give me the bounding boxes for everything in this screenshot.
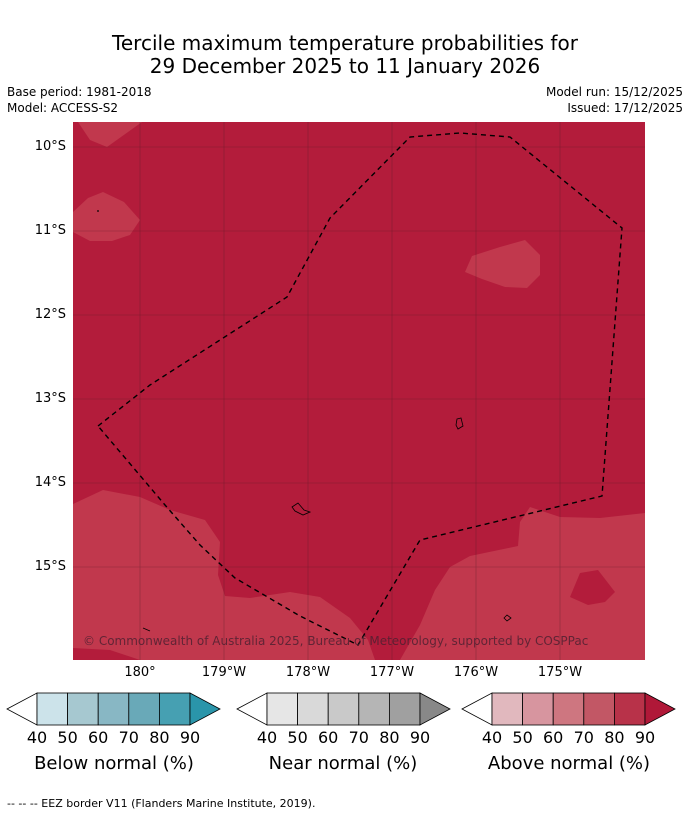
legend-above-title: Above normal (%)	[487, 753, 651, 774]
legend-above-tick-50: 50	[512, 728, 533, 747]
eez-footnote: -- -- -- EEZ border V11 (Flanders Marine…	[7, 797, 316, 810]
lat-label-10s: 10°S	[34, 139, 66, 154]
legend-above-arrow-high	[644, 692, 676, 726]
lat-label-13s: 13°S	[34, 391, 66, 406]
legend-near-bin-50-60	[297, 692, 329, 726]
lat-label-15s: 15°S	[34, 559, 66, 574]
legend-above-bin-40-50	[491, 692, 524, 726]
legend-below-bin-70-80	[128, 692, 160, 726]
legend-below-bin-60-70	[97, 692, 130, 726]
legend-above-tick-40: 40	[481, 728, 503, 747]
legend-above-normal	[461, 692, 676, 726]
lighter-region-east	[465, 240, 540, 288]
legend-below-tick-40: 40	[26, 728, 48, 747]
lon-label-175w: 175°W	[537, 665, 583, 680]
legend-above-tick-80: 80	[604, 728, 625, 747]
map-panel: © Commonwealth of Australia 2025, Bureau…	[73, 122, 645, 660]
legend-below-tick-80: 80	[149, 728, 170, 747]
legend-near-arrow-high	[419, 692, 451, 726]
legend-below-arrow-low	[6, 692, 38, 726]
legend-near-title: Near normal (%)	[268, 753, 418, 774]
legend-near-tick-90: 90	[409, 728, 431, 747]
legend-near-bin-60-70	[327, 692, 360, 726]
chart-title-line2: 29 December 2025 to 11 January 2026	[149, 54, 541, 78]
legend-near-normal	[236, 692, 451, 726]
legend-near-tick-60: 60	[318, 728, 339, 747]
legend-above-bin-70-80	[583, 692, 615, 726]
legend-below-tick-90: 90	[179, 728, 201, 747]
lat-label-12s: 12°S	[34, 307, 66, 322]
legend-above-tick-90: 90	[634, 728, 656, 747]
base-period: Base period: 1981-2018	[7, 85, 152, 99]
legend-below-bin-80-90	[158, 692, 191, 726]
legend-above-tick-60: 60	[543, 728, 564, 747]
legend-below-tick-70: 70	[118, 728, 139, 747]
legend-near-tick-50: 50	[287, 728, 308, 747]
lat-label-14s: 14°S	[34, 475, 66, 490]
legend-above-tick-70: 70	[573, 728, 594, 747]
lighter-region-south-east	[400, 507, 645, 660]
lon-label-176w: 176°W	[453, 665, 499, 680]
lon-label-179w: 179°W	[201, 665, 247, 680]
legend-below-normal	[6, 692, 221, 726]
island-small-south-east	[503, 614, 512, 622]
legend-below-tick-60: 60	[88, 728, 109, 747]
legend-below-bin-40-50	[36, 692, 69, 726]
legend-above-arrow-low	[461, 692, 493, 726]
legend-near-bin-40-50	[266, 692, 299, 726]
meta-left: Base period: 1981-2018 Model: ACCESS-S2	[7, 84, 152, 116]
darker-region-bottom-left	[73, 648, 140, 660]
lat-label-11s: 11°S	[34, 223, 66, 238]
legend-below-arrow-high	[189, 692, 221, 726]
legend-below-title: Below normal (%)	[34, 753, 194, 774]
legend-above-bin-60-70	[552, 692, 585, 726]
eez-border	[96, 132, 623, 646]
issued-date: Issued: 17/12/2025	[567, 101, 683, 115]
lon-label-178w: 178°W	[285, 665, 331, 680]
island-futuna	[291, 502, 312, 516]
graticule	[73, 122, 645, 660]
legend-near-tick-80: 80	[379, 728, 400, 747]
legend-above-bin-50-60	[522, 692, 554, 726]
legend-above-bin-80-90	[614, 692, 646, 726]
lighter-region-left	[73, 192, 140, 241]
legend-below-bin-50-60	[67, 692, 99, 726]
darker-region-south-east	[570, 570, 615, 605]
lighter-region-south-west	[73, 490, 375, 660]
island-wallis	[455, 417, 464, 430]
lighter-region-top-left	[78, 122, 142, 147]
legend-near-arrow-low	[236, 692, 268, 726]
island-dot-north-west	[97, 210, 99, 212]
meta-right: Model run: 15/12/2025 Issued: 17/12/2025	[546, 84, 683, 116]
legend-near-tick-40: 40	[256, 728, 278, 747]
lon-label-180: 180°	[124, 665, 156, 680]
model-name: Model: ACCESS-S2	[7, 101, 119, 115]
copyright-text: © Commonwealth of Australia 2025, Bureau…	[83, 634, 588, 648]
legend-near-bin-80-90	[388, 692, 421, 726]
legend-near-bin-70-80	[358, 692, 390, 726]
model-run: Model run: 15/12/2025	[545, 85, 683, 99]
lon-label-177w: 177°W	[369, 665, 415, 680]
chart-title-line1: Tercile maximum temperature probabilitie…	[112, 31, 578, 55]
island-small-south-west	[142, 627, 151, 632]
legend-below-tick-50: 50	[57, 728, 78, 747]
legend-near-tick-70: 70	[348, 728, 369, 747]
